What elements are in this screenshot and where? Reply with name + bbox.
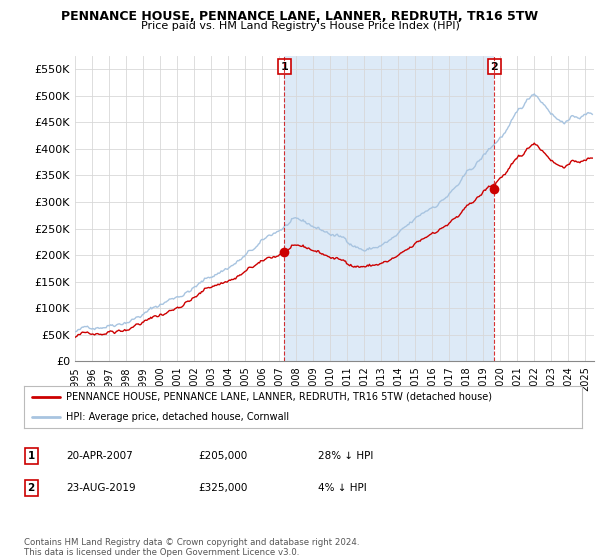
Text: £325,000: £325,000 — [198, 483, 247, 493]
Text: PENNANCE HOUSE, PENNANCE LANE, LANNER, REDRUTH, TR16 5TW: PENNANCE HOUSE, PENNANCE LANE, LANNER, R… — [61, 10, 539, 23]
Text: 1: 1 — [280, 62, 288, 72]
Text: Contains HM Land Registry data © Crown copyright and database right 2024.
This d: Contains HM Land Registry data © Crown c… — [24, 538, 359, 557]
Text: HPI: Average price, detached house, Cornwall: HPI: Average price, detached house, Corn… — [66, 412, 289, 422]
Text: 2: 2 — [28, 483, 35, 493]
Text: 1: 1 — [28, 451, 35, 461]
Text: 20-APR-2007: 20-APR-2007 — [66, 451, 133, 461]
Text: PENNANCE HOUSE, PENNANCE LANE, LANNER, REDRUTH, TR16 5TW (detached house): PENNANCE HOUSE, PENNANCE LANE, LANNER, R… — [66, 392, 492, 402]
Text: 28% ↓ HPI: 28% ↓ HPI — [318, 451, 373, 461]
Bar — [284, 56, 494, 361]
Text: Price paid vs. HM Land Registry's House Price Index (HPI): Price paid vs. HM Land Registry's House … — [140, 21, 460, 31]
Text: £205,000: £205,000 — [198, 451, 247, 461]
Text: 2: 2 — [491, 62, 499, 72]
Text: 4% ↓ HPI: 4% ↓ HPI — [318, 483, 367, 493]
Text: 23-AUG-2019: 23-AUG-2019 — [66, 483, 136, 493]
